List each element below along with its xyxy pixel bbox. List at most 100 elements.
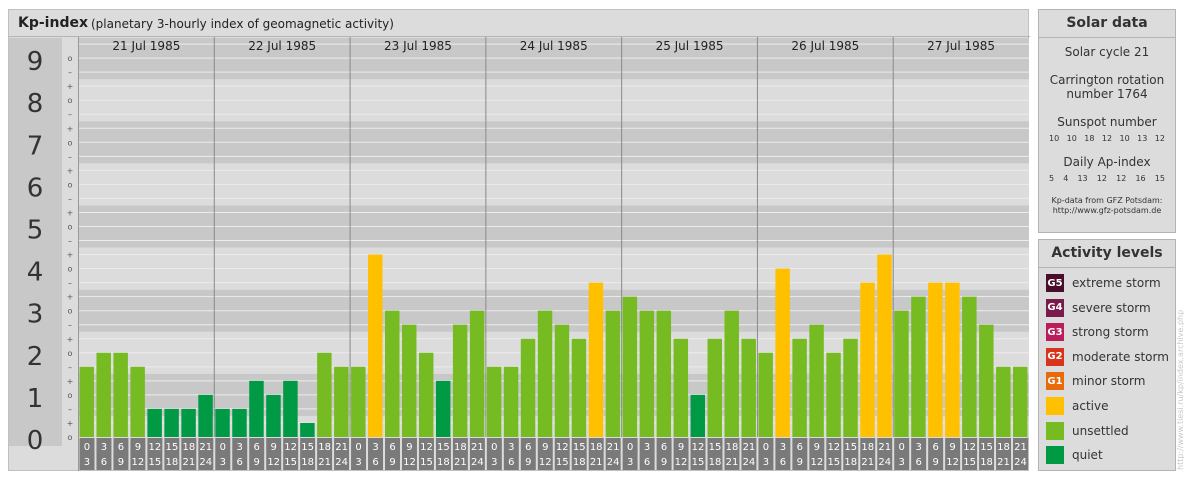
ap-value: 13 <box>1077 174 1088 183</box>
kp-bar <box>334 366 349 437</box>
interval-box <box>656 438 672 470</box>
kp-bar <box>894 310 909 437</box>
kp-bar <box>758 352 773 437</box>
minor-mark: – <box>68 321 72 330</box>
interval-box <box>418 438 434 470</box>
interval-box <box>554 438 570 470</box>
interval-start: 12 <box>827 442 840 453</box>
interval-start: 9 <box>135 442 141 453</box>
interval-box <box>130 438 146 470</box>
interval-start: 6 <box>118 442 124 453</box>
interval-start: 15 <box>980 442 993 453</box>
interval-end: 9 <box>525 457 531 468</box>
interval-box <box>707 438 723 470</box>
interval-end: 24 <box>878 457 891 468</box>
interval-end: 18 <box>980 457 993 468</box>
legend-label: minor storm <box>1072 374 1146 389</box>
kp-bar <box>979 324 994 437</box>
interval-box <box>826 438 842 470</box>
legend-label: unsettled <box>1072 423 1129 438</box>
interval-box <box>452 438 468 470</box>
kp-bar <box>385 310 400 437</box>
kp-bar <box>198 394 213 437</box>
legend-item-severe: G4 severe storm <box>1046 298 1151 317</box>
interval-start: 18 <box>590 442 603 453</box>
interval-box <box>232 438 248 470</box>
interval-end: 21 <box>318 457 331 468</box>
minor-mark: – <box>68 279 72 288</box>
interval-start: 3 <box>644 442 650 453</box>
day-label: 27 Jul 1985 <box>927 39 995 53</box>
interval-box <box>283 438 299 470</box>
interval-box <box>1013 438 1028 470</box>
y-tick-label: 5 <box>27 216 44 246</box>
interval-end: 3 <box>899 457 905 468</box>
kp-bar <box>843 338 858 437</box>
interval-box <box>503 438 519 470</box>
interval-start: 6 <box>661 442 667 453</box>
kp-bar <box>96 352 111 437</box>
interval-end: 12 <box>675 457 688 468</box>
sunspot-values: 10 10 18 12 10 13 12 <box>1039 134 1175 143</box>
legend-item-moderate: G2 moderate storm <box>1046 347 1169 366</box>
minor-mark: o <box>68 54 73 63</box>
interval-end: 3 <box>355 457 361 468</box>
activity-levels-title: Activity levels <box>1039 240 1175 268</box>
interval-box <box>588 438 604 470</box>
interval-start: 15 <box>844 442 857 453</box>
interval-box <box>622 438 638 470</box>
kp-bar <box>113 352 128 437</box>
minor-mark: o <box>68 307 73 316</box>
kp-bar <box>656 310 672 437</box>
interval-start: 9 <box>678 442 684 453</box>
interval-start: 21 <box>878 442 891 453</box>
interval-end: 9 <box>254 457 260 468</box>
solar-data-title: Solar data <box>1039 10 1175 38</box>
interval-end: 6 <box>372 457 378 468</box>
sunspot-value: 18 <box>1084 134 1095 143</box>
interval-end: 6 <box>644 457 650 468</box>
interval-start: 0 <box>84 442 90 453</box>
interval-box <box>351 438 367 470</box>
kp-bar <box>300 422 315 437</box>
legend-label: extreme storm <box>1072 276 1161 290</box>
interval-box <box>639 438 655 470</box>
minor-mark: + <box>67 251 74 260</box>
legend-label: quiet <box>1072 448 1103 463</box>
kp-bar <box>707 338 722 437</box>
legend-swatch-g5: G5 <box>1046 274 1064 292</box>
interval-start: 21 <box>471 442 484 453</box>
interval-start: 21 <box>199 442 212 453</box>
interval-end: 18 <box>709 457 722 468</box>
interval-end: 3 <box>220 457 226 468</box>
legend-label: severe storm <box>1072 300 1151 315</box>
minor-mark-column <box>62 38 79 438</box>
kp-bar <box>639 310 655 437</box>
interval-end: 3 <box>84 457 90 468</box>
interval-box <box>113 438 129 470</box>
kp-bar <box>249 380 264 437</box>
kp-bar <box>588 282 604 437</box>
interval-end: 15 <box>963 457 976 468</box>
kp-bar <box>79 366 94 437</box>
interval-start: 6 <box>797 442 803 453</box>
kp-bar <box>962 296 977 437</box>
interval-box <box>368 438 384 470</box>
interval-start: 3 <box>101 442 107 453</box>
y-tick-label: 2 <box>27 342 44 372</box>
kp-bar <box>317 352 332 437</box>
y-tick-label: 0 <box>27 426 44 456</box>
interval-end: 15 <box>149 457 162 468</box>
interval-start: 12 <box>692 442 705 453</box>
kp-bar <box>571 338 587 437</box>
interval-end: 18 <box>165 457 178 468</box>
interval-end: 21 <box>861 457 874 468</box>
kp-bar <box>368 254 383 437</box>
interval-end: 9 <box>797 457 803 468</box>
kp-bar <box>452 324 468 437</box>
minor-mark: o <box>68 180 73 189</box>
legend-label: active <box>1072 399 1109 413</box>
chart-title: Kp-index <box>18 15 88 31</box>
interval-start: 0 <box>491 442 497 453</box>
day-label: 22 Jul 1985 <box>248 39 316 53</box>
